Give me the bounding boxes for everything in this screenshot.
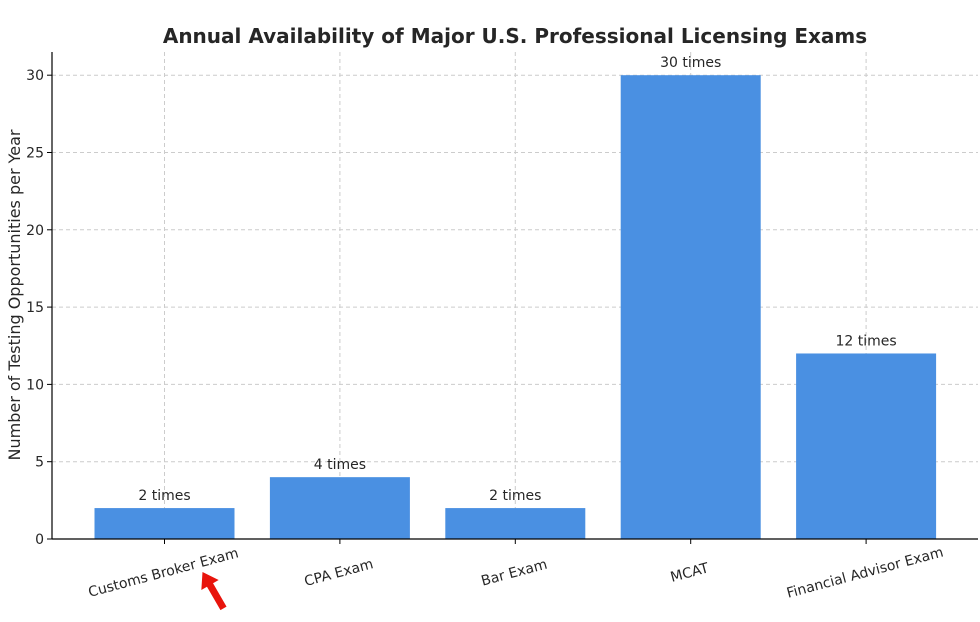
label-layer: 2 times 4 times 2 times 30 times 12 times: [138, 55, 896, 504]
y-tick-label: 0: [35, 532, 44, 548]
x-tick-label: CPA Exam: [303, 556, 375, 590]
bar: [445, 508, 586, 539]
x-tick-label: Financial Advisor Exam: [785, 545, 945, 602]
bar: [269, 477, 410, 539]
data-label: 2 times: [489, 488, 541, 504]
bar-layer: [94, 75, 937, 539]
x-tick-label: MCAT: [669, 560, 711, 586]
y-axis-label: Number of Testing Opportunities per Year: [5, 129, 24, 460]
y-tick-label: 5: [35, 455, 44, 471]
bar: [796, 353, 937, 539]
bar: [94, 508, 235, 539]
y-tick-label: 20: [26, 223, 44, 239]
data-label: 30 times: [660, 55, 721, 71]
data-label: 4 times: [314, 457, 366, 473]
data-label: 2 times: [138, 488, 190, 504]
y-tick-label: 10: [26, 377, 44, 393]
chart-title: Annual Availability of Major U.S. Profes…: [163, 24, 867, 48]
x-tick-label: Bar Exam: [479, 557, 549, 590]
y-tick-label: 30: [26, 68, 44, 84]
bar: [620, 75, 761, 539]
annotation-layer: [201, 572, 227, 611]
annotation-arrow-icon: [201, 572, 227, 611]
data-label: 12 times: [835, 333, 896, 349]
y-tick-label: 15: [26, 300, 44, 316]
y-tick-label: 25: [26, 145, 44, 161]
